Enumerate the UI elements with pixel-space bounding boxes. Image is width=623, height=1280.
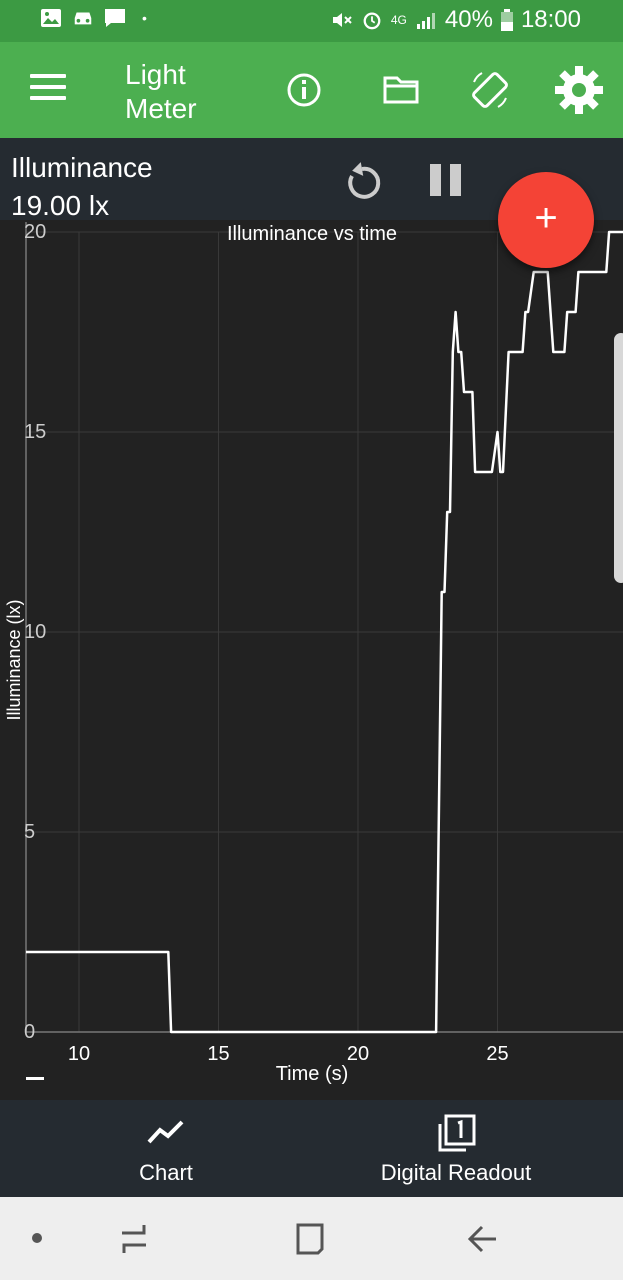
chart-area: 10 15 20 25 0 5 10 15 20 Illuminance vs time Tim… [0,220,623,1100]
nav-readout-label: Digital Readout [380,1160,532,1185]
y-tick-label: 15 [24,421,46,443]
plus-icon: + [534,196,558,240]
message-icon [105,9,125,27]
y-tick-label: 20 [24,221,46,243]
settings-gear-icon[interactable] [553,64,605,116]
nav-chart-label: Chart [139,1160,193,1185]
nav-digital-readout[interactable]: Digital Readout [356,1100,556,1197]
y-tick-label: 10 [24,621,46,643]
home-icon[interactable] [292,1221,328,1257]
hamburger-icon [30,74,66,78]
screen-rotate-icon[interactable] [468,68,512,112]
x-tick-label: 20 [347,1043,369,1065]
signal-icon [416,13,435,29]
pause-icon[interactable] [428,162,464,198]
x-tick-label: 15 [207,1043,229,1065]
status-time: 18:00 [520,6,581,33]
menu-button[interactable] [30,74,66,104]
mute-icon [332,13,352,27]
illuminance-chart: 10 15 20 25 0 5 10 15 20 Illuminance vs time Tim… [4,221,623,1085]
network-type: 4G [390,13,407,27]
y-axis-label: Illuminance (lx) [4,599,24,720]
x-tick-label: 25 [486,1043,508,1065]
battery-percent: 40% [444,6,493,33]
status-bar: • 4G 40% 18:00 [0,0,623,42]
scrollbar-handle[interactable] [614,333,623,583]
bottom-nav: Chart Digital Readout [0,1100,623,1197]
reset-icon[interactable] [340,160,384,204]
x-axis-label: Time (s) [276,1063,349,1085]
image-icon [41,9,61,27]
add-fab-button[interactable]: + [498,172,594,268]
recent-apps-icon[interactable] [116,1221,152,1257]
nav-chart[interactable]: Chart [66,1100,266,1197]
readout-value: 19.00 lx [11,190,110,221]
dot-icon: • [142,10,147,26]
digital-readout-icon [438,1114,476,1152]
x-tick-label: 10 [68,1043,90,1065]
chart-line-icon [147,1120,184,1144]
alarm-icon [363,12,381,30]
app-title: Light Meter [125,59,197,124]
illuminance-series-line [26,230,623,1034]
legend-dash [26,1077,44,1080]
readout-label: Illuminance [11,152,153,183]
y-tick-label: 5 [24,821,35,843]
car-icon [74,12,92,25]
battery-icon [500,9,513,31]
dot-icon[interactable] [30,1231,44,1245]
y-tick-label: 0 [24,1021,35,1043]
chart-title: Illuminance vs time [227,223,397,245]
back-icon[interactable] [466,1221,502,1257]
system-nav-bar [0,1197,623,1280]
app-bar: Light Meter [0,42,623,138]
folder-icon[interactable] [379,68,423,112]
info-icon[interactable] [282,68,326,112]
